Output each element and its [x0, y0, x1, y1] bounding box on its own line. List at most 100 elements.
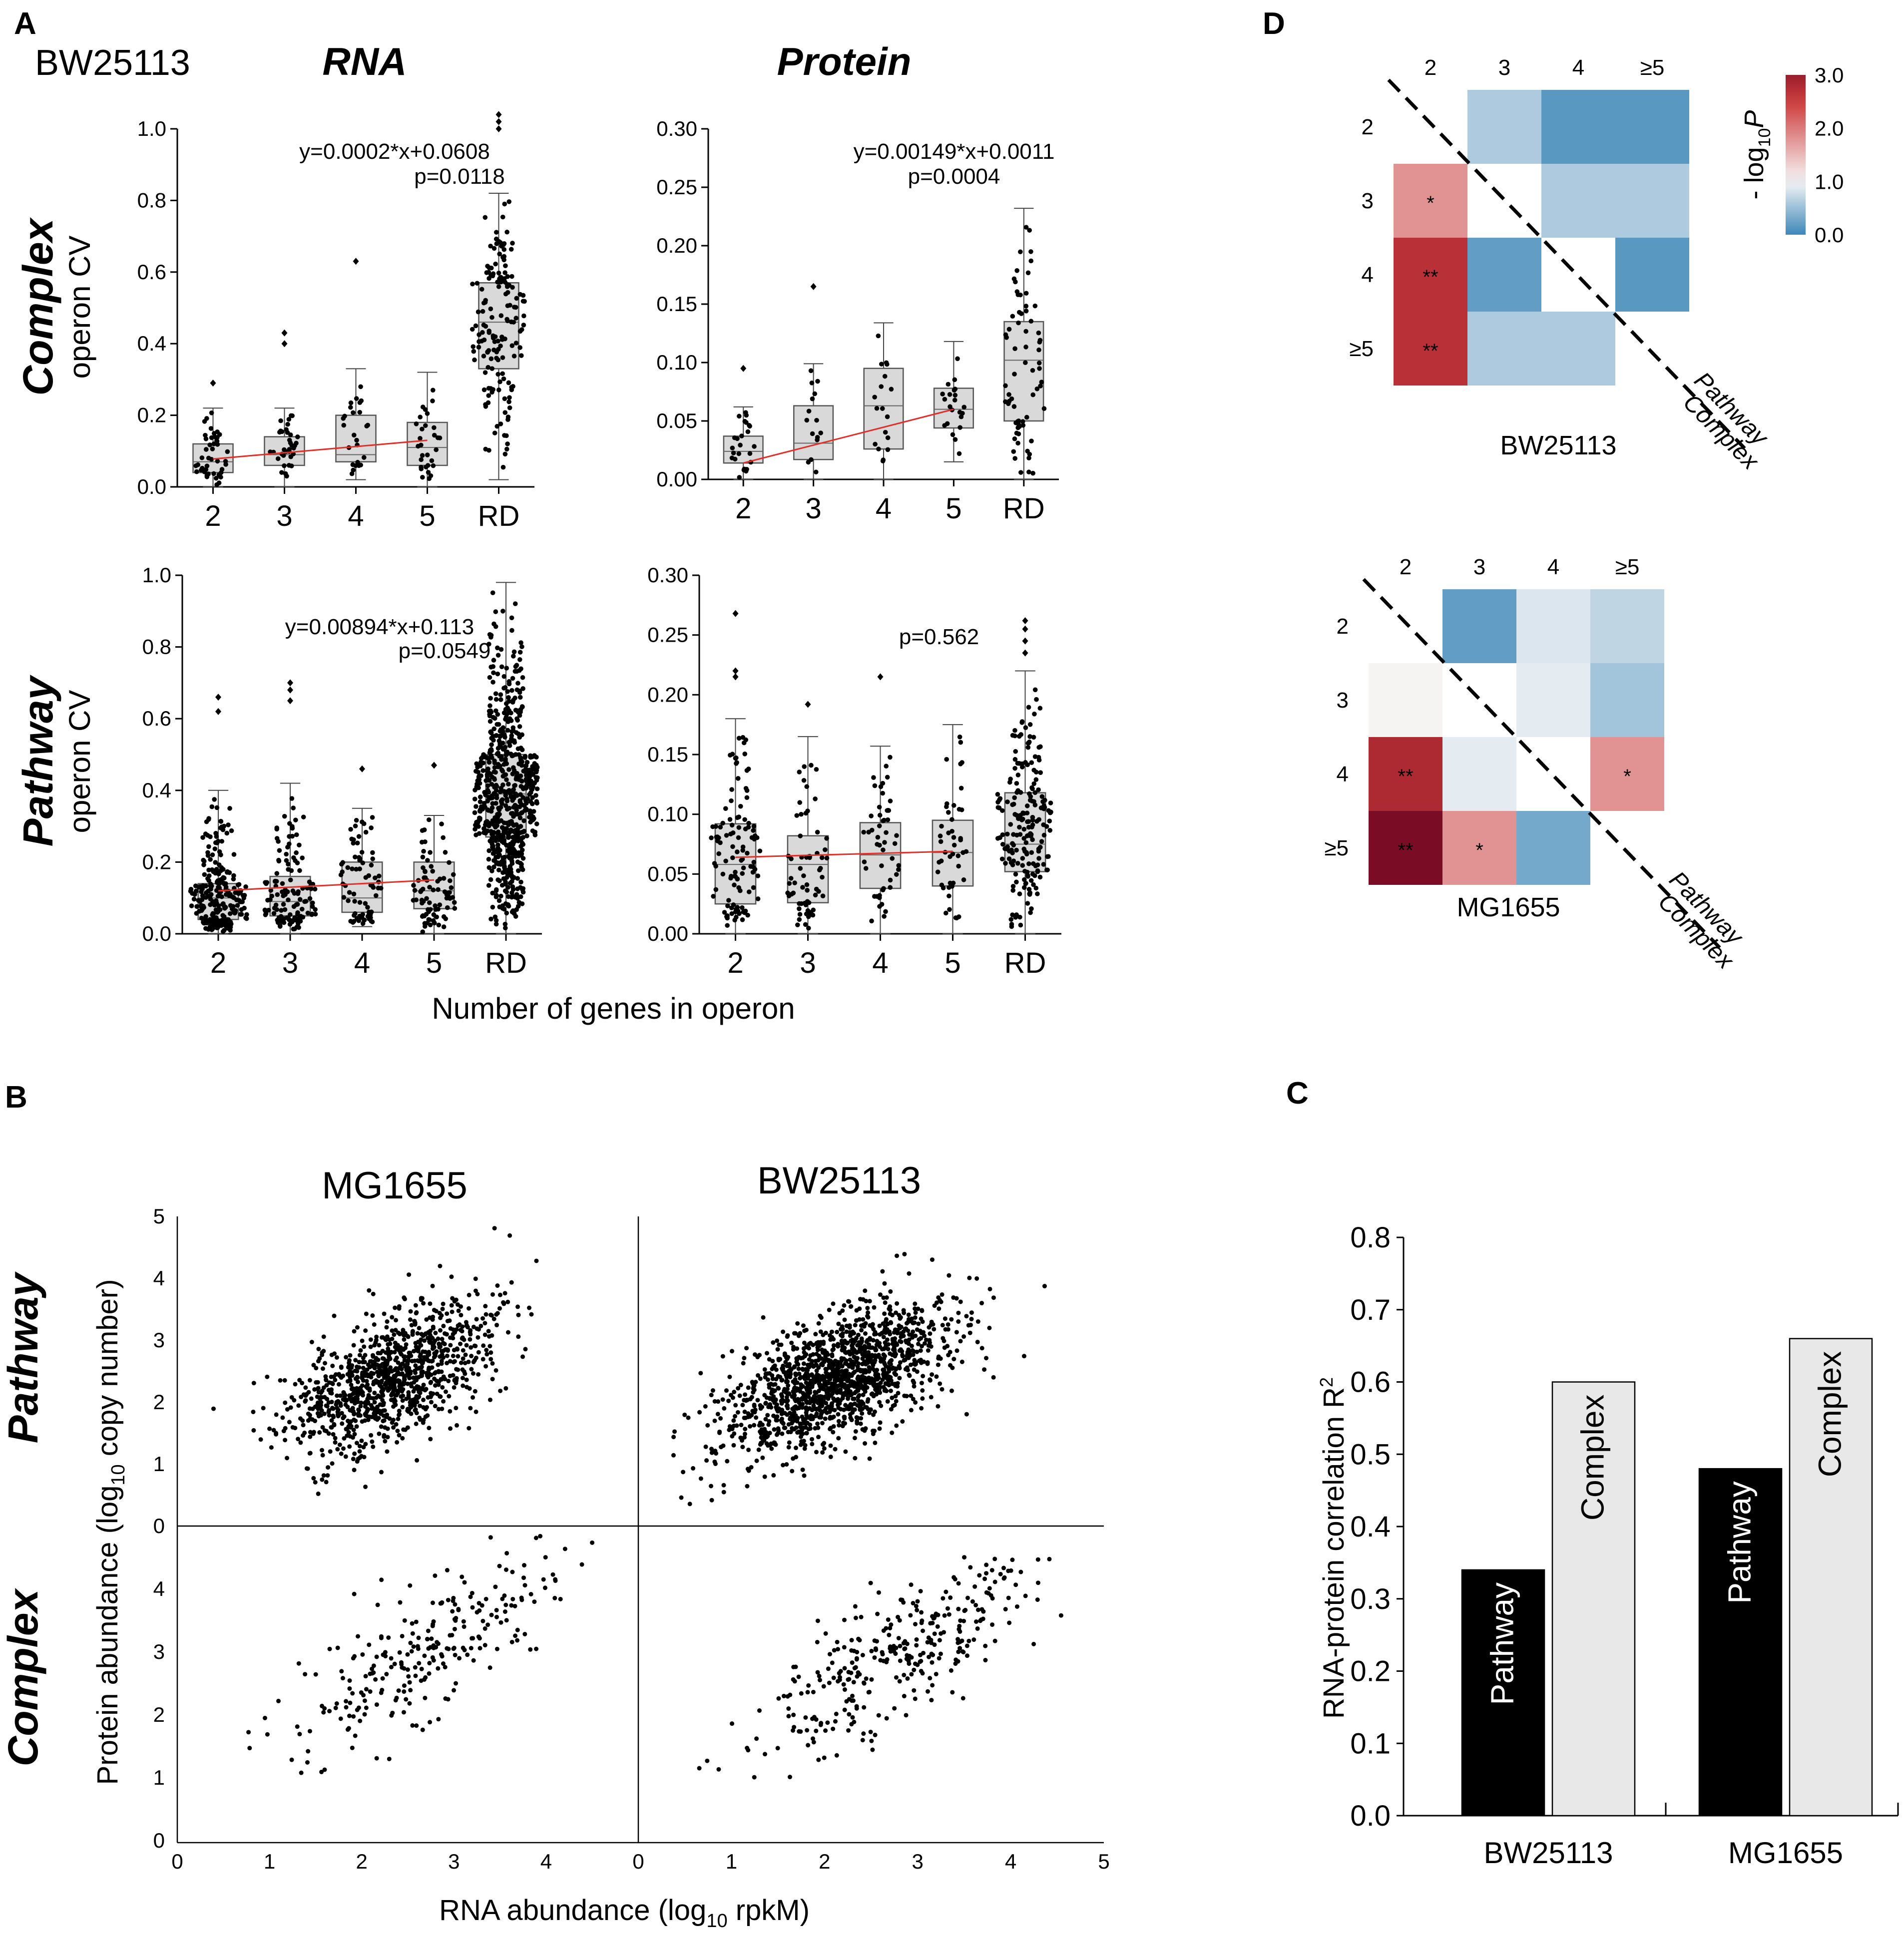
scatter-point [791, 1456, 796, 1461]
scatter-point [448, 1343, 453, 1348]
swarm-point [810, 396, 815, 401]
swarm-point [888, 885, 893, 890]
swarm-point [214, 805, 220, 810]
scatter-point [358, 1348, 363, 1353]
scatter-point [974, 1276, 979, 1281]
scatter-point [840, 1308, 845, 1313]
swarm-point [515, 886, 520, 891]
scatter-point [459, 1313, 464, 1318]
swarm-point [209, 917, 214, 922]
swarm-point [1012, 757, 1018, 762]
scatter-point [731, 1443, 736, 1448]
swarm-point [804, 882, 810, 887]
outlier-marker [732, 673, 739, 681]
swarm-point [740, 917, 745, 922]
scatter-point [691, 1466, 696, 1471]
swarm-point [485, 768, 490, 774]
scatter-point [709, 1447, 714, 1452]
scatter-point [333, 1440, 338, 1445]
scatter-point [765, 1371, 770, 1376]
swarm-point [476, 779, 481, 784]
scatter-point [890, 1395, 895, 1400]
scatter-point [325, 1473, 330, 1478]
swarm-point [884, 830, 889, 835]
swarm-point [885, 447, 891, 452]
scatter-point [449, 1303, 454, 1308]
scatter-point [441, 1323, 446, 1328]
scatter-point [355, 1399, 360, 1404]
scatter-point [885, 1327, 890, 1332]
scatter-point [360, 1360, 365, 1365]
scatter-point [738, 1383, 743, 1388]
scatter-point [967, 1330, 972, 1335]
swarm-point [863, 866, 869, 871]
swarm-point [307, 896, 313, 901]
scatter-point [426, 1353, 431, 1358]
scatter-point [467, 1306, 472, 1311]
scatter-point [443, 1389, 448, 1394]
scatter-point [818, 1340, 823, 1345]
swarm-point [209, 410, 214, 415]
swarm-point [1019, 720, 1024, 725]
scatter-point [892, 1371, 897, 1376]
scatter-point [316, 1359, 321, 1364]
swarm-point [492, 430, 497, 435]
scatter-point [439, 1361, 444, 1366]
scatter-point [335, 1406, 340, 1411]
swarm-point [1027, 722, 1033, 727]
swarm-point [489, 868, 494, 873]
scatter-point [910, 1316, 915, 1321]
scatter-point [321, 1334, 326, 1339]
swarm-point [521, 803, 527, 808]
swarm-point [501, 732, 507, 738]
swarm-point [214, 840, 220, 845]
scatter-point [802, 1340, 807, 1345]
scatter-point [829, 1393, 834, 1398]
outlier-marker [1022, 617, 1028, 624]
swarm-point [885, 775, 890, 780]
scatter-point [400, 1436, 405, 1441]
x-tick-label: 2 [727, 947, 743, 979]
scatter-point [771, 1364, 776, 1369]
scatter-point [408, 1350, 413, 1355]
scatter-point [460, 1336, 465, 1341]
scatter-point [798, 1442, 803, 1447]
scatter-point [428, 1437, 433, 1442]
swarm-point [500, 371, 505, 377]
b-xtick-left: 1 [264, 1850, 275, 1873]
scatter-point [473, 1389, 477, 1394]
swarm-point [354, 396, 359, 401]
swarm-point [201, 858, 207, 864]
scatter-point [468, 1406, 473, 1411]
swarm-point [999, 856, 1005, 861]
scatter-point [791, 1412, 796, 1417]
scatter-point [413, 1370, 418, 1375]
swarm-point [959, 760, 964, 765]
swarm-point [862, 859, 867, 864]
scatter-point [909, 1332, 914, 1337]
swarm-point [503, 789, 509, 794]
scatter-point [805, 1368, 810, 1373]
swarm-point [814, 417, 819, 423]
scatter-point [402, 1295, 407, 1300]
scatter-point [463, 1361, 468, 1366]
scatter-point [445, 1347, 450, 1352]
swarm-point [501, 865, 507, 870]
scatter-point [383, 1439, 388, 1444]
swarm-point [486, 865, 492, 870]
scatter-point [774, 1367, 779, 1372]
swarm-point [1034, 697, 1039, 702]
scatter-point [516, 1334, 521, 1339]
swarm-point [1036, 758, 1042, 763]
swarm-point [956, 806, 962, 812]
swarm-point [268, 888, 274, 893]
scatter-point [788, 1415, 793, 1420]
b-xlabel: RNA abundance (log10 rpkM) [439, 1894, 810, 1932]
swarm-point [202, 872, 207, 877]
swarm-point [370, 919, 375, 924]
swarm-point [346, 898, 351, 903]
scatter-point [721, 1483, 726, 1488]
swarm-point [488, 696, 493, 701]
scatter-point [419, 1296, 424, 1301]
swarm-point [736, 825, 742, 830]
